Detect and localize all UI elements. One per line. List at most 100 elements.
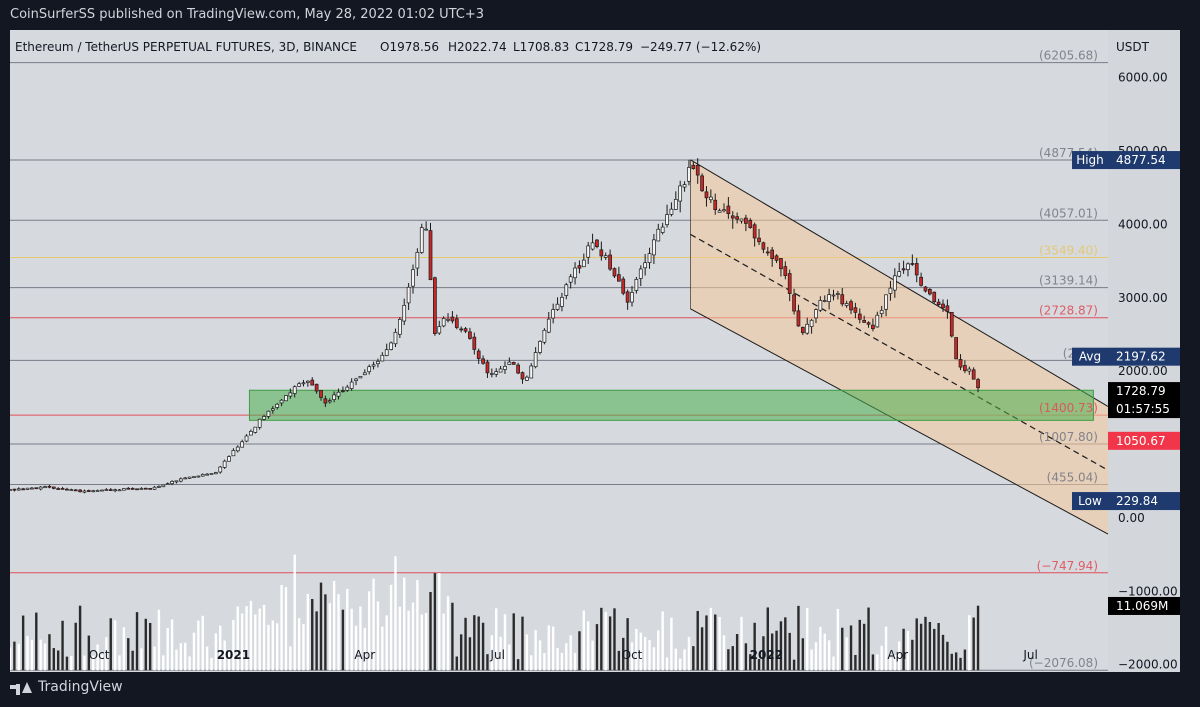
candle-body-150 [665, 214, 669, 226]
volume-bar-38 [175, 649, 178, 671]
candle-body-216 [954, 337, 958, 360]
volume-bar-2 [17, 643, 20, 671]
volume-bar-17 [83, 655, 86, 671]
volume-bar-27 [127, 638, 130, 671]
x-tick-0: Oct [89, 648, 110, 662]
volume-bar-206 [911, 639, 914, 671]
volume-bar-167 [740, 616, 743, 671]
y-tick-2: 4000.00 [1118, 217, 1168, 231]
symbol-title: Ethereum / TetherUS PERPETUAL FUTURES, 3… [15, 40, 357, 54]
x-tick-2: Apr [354, 648, 375, 662]
volume-bar-52 [236, 606, 239, 671]
volume-bar-121 [538, 640, 542, 671]
volume-bar-212 [937, 623, 940, 671]
candle-body-105 [468, 331, 472, 339]
badge-namebox-0 [1072, 151, 1108, 170]
badge-namebox-4 [1072, 492, 1108, 511]
badge-time-2: 01:57:55 [1116, 402, 1170, 416]
candle-body-184 [814, 309, 818, 319]
candle-body-30 [139, 488, 144, 490]
volume-bar-3 [21, 615, 25, 671]
candle-body-46 [209, 473, 214, 475]
volume-bar-13 [65, 656, 69, 671]
volume-bar-37 [170, 619, 174, 671]
candle-body-72 [323, 398, 328, 404]
candle-body-207 [914, 263, 919, 276]
candle-body-186 [822, 300, 827, 302]
candle-body-127 [564, 284, 569, 296]
price-chart[interactable]: (6205.68)(4877.54)(4057.01)(3549.40)(313… [8, 30, 1180, 672]
candle-body-17 [82, 490, 87, 493]
volume-bar-133 [591, 640, 594, 671]
badge-bg-2 [1108, 382, 1180, 419]
candle-body-158 [700, 175, 704, 192]
candle-body-211 [932, 291, 937, 303]
volume-bar-186 [823, 633, 826, 671]
y-tick-7: −1000.00 [1118, 584, 1178, 598]
level-label-2: (4057.01) [1039, 206, 1098, 220]
candle-body-198 [875, 314, 880, 328]
candle-body-176 [779, 258, 783, 270]
candle-body-26 [122, 488, 126, 491]
volume-bar-165 [731, 646, 734, 671]
x-tick-7: Jul [1022, 648, 1037, 662]
candle-body-57 [257, 418, 262, 428]
volume-bar-86 [385, 615, 388, 671]
volume-bar-53 [240, 613, 244, 671]
volume-bar-164 [727, 649, 730, 671]
volume-bar-118 [525, 634, 529, 671]
volume-bar-221 [976, 605, 980, 671]
volume-bar-189 [836, 608, 840, 671]
candle-body-113 [503, 365, 507, 370]
volume-bar-184 [814, 642, 818, 671]
volume-bar-187 [827, 640, 831, 671]
volume-bar-131 [582, 610, 586, 671]
volume-bar-79 [354, 625, 358, 671]
volume-bar-144 [639, 632, 642, 671]
candle-body-99 [441, 318, 446, 327]
volume-bar-115 [512, 613, 515, 671]
candle-body-59 [266, 410, 271, 417]
volume-bar-108 [481, 622, 485, 671]
volume-bar-54 [245, 606, 248, 671]
chart-area[interactable]: (6205.68) (4877.54) (4057.01) (3549.40) (313… [8, 30, 1180, 672]
candle-body-118 [525, 376, 529, 381]
volume-bar-218 [963, 649, 967, 671]
candle-body-201 [888, 287, 893, 294]
badge-bg-3 [1108, 431, 1180, 450]
volume-bar-148 [657, 630, 660, 671]
candle-body-181 [800, 326, 805, 334]
volume-bar-141 [626, 618, 629, 671]
candle-body-86 [384, 349, 389, 356]
candle-body-71 [319, 390, 323, 398]
candle-body-220 [971, 369, 976, 380]
candle-body-10 [51, 486, 56, 489]
candle-body-143 [634, 279, 639, 291]
volume-bar-111 [495, 608, 498, 671]
volume-bar-18 [87, 635, 91, 671]
candle-body-93 [415, 252, 420, 269]
volume-bar-9 [48, 634, 51, 671]
candle-body-98 [437, 326, 442, 334]
volume-bar-74 [332, 580, 336, 671]
volume-bar-85 [381, 626, 384, 671]
volume-bar-56 [254, 614, 257, 671]
candle-body-76 [341, 390, 345, 393]
candle-body-81 [362, 372, 367, 376]
volume-bar-35 [162, 655, 165, 671]
volume-bar-123 [547, 625, 550, 671]
volume-bar-4 [26, 636, 29, 671]
volume-bar-1 [13, 641, 16, 671]
candle-body-178 [787, 273, 792, 294]
candle-body-29 [135, 488, 139, 491]
volume-bar-202 [893, 655, 897, 671]
badge-bg-0 [1108, 151, 1180, 170]
volume-bar-67 [302, 624, 305, 671]
candle-body-167 [739, 218, 744, 222]
candle-body-160 [709, 196, 713, 201]
candle-body-212 [936, 301, 941, 305]
volume-bar-149 [661, 611, 664, 671]
volume-bar-195 [862, 623, 866, 671]
volume-bar-196 [867, 607, 870, 671]
